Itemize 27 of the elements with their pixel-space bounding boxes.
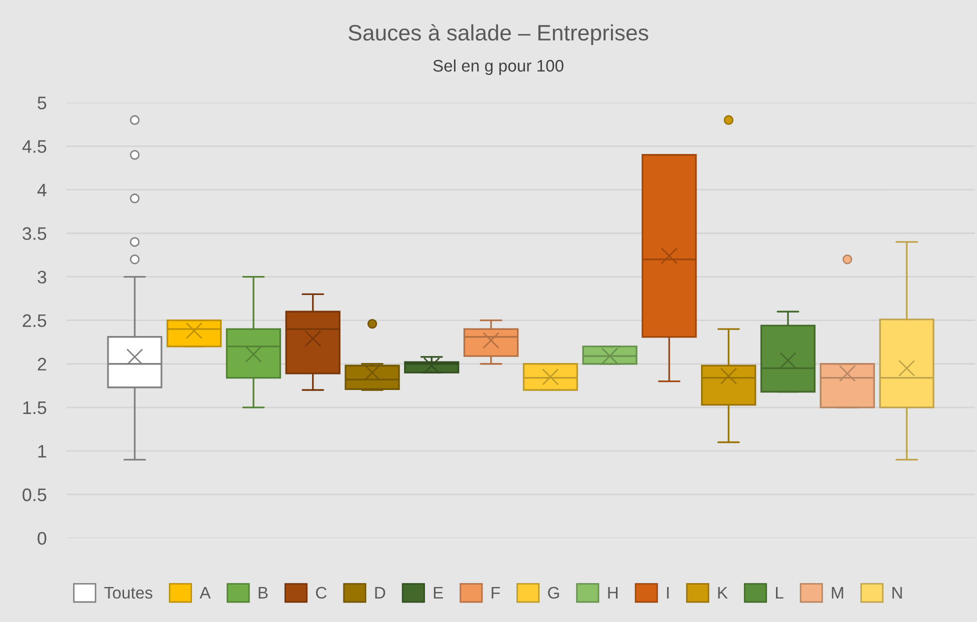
legend-label: E	[434, 587, 443, 598]
legend-label: F	[492, 587, 500, 598]
y-tick-label: 1	[38, 445, 46, 458]
y-tick-label: 0	[38, 532, 46, 545]
legend-label: L	[776, 587, 784, 598]
y-tick-label: 5	[38, 96, 46, 110]
y-tick-label: 1.5	[23, 402, 46, 414]
legend-label: K	[718, 587, 728, 598]
y-tick-label: 3	[38, 270, 46, 284]
legend-label: H	[608, 587, 618, 598]
chart-subtitle: Sel en g pour 100	[433, 59, 564, 75]
legend-label: C	[316, 586, 327, 599]
y-tick-label: 4.5	[22, 140, 46, 153]
chart-title: Sauces à salade – Entreprises	[348, 24, 648, 46]
y-tick-label: 2	[38, 358, 46, 370]
legend-label: A	[200, 587, 211, 598]
legend-label: I	[667, 587, 669, 598]
legend-label: Toutes	[104, 587, 152, 599]
legend-label: M	[832, 587, 844, 598]
legend-label: D	[375, 587, 386, 598]
legend-label: G	[548, 586, 559, 599]
legend-label: B	[258, 587, 268, 598]
y-tick-label: 4	[37, 184, 46, 196]
y-tick-label: 2.5	[22, 314, 46, 328]
y-tick-label: 3.5	[22, 227, 46, 240]
legend-label: N	[892, 587, 902, 598]
y-tick-label: 0.5	[22, 488, 46, 502]
